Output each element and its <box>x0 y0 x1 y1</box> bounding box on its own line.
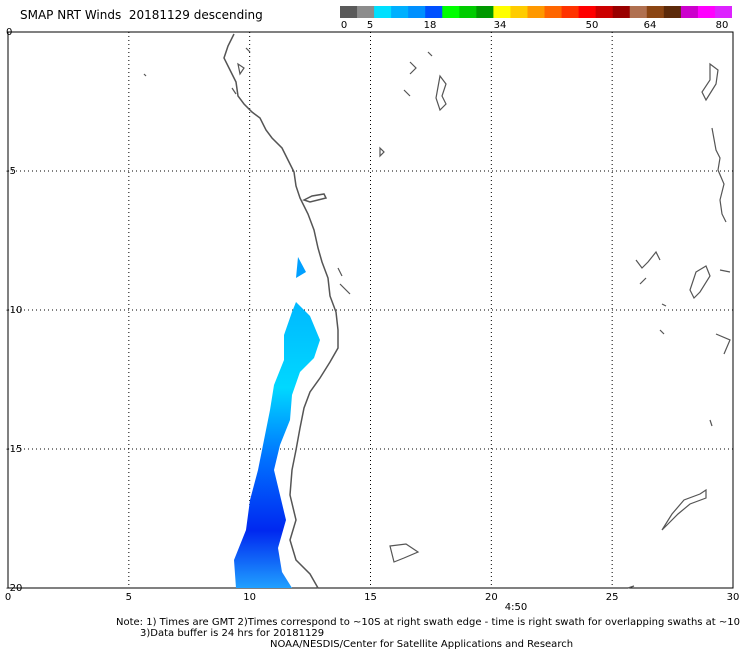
time-label: 4:50 <box>505 602 527 613</box>
note-line-2: 3)Data buffer is 24 hrs for 20181129 <box>140 628 325 639</box>
colorbar-segment <box>340 6 358 18</box>
colorbar-segment <box>646 6 665 18</box>
map-title: SMAP NRT Winds 20181129 descending <box>20 8 263 22</box>
x-tick-label: 20 <box>485 592 498 603</box>
colorbar-segment <box>629 6 648 18</box>
colorbar-segment <box>391 6 409 18</box>
colorbar-segment <box>459 6 477 18</box>
colorbar-segment <box>561 6 580 18</box>
y-tick-label: -15 <box>6 444 22 455</box>
colorbar-segment <box>510 6 528 18</box>
x-tick-label: 5 <box>126 592 132 603</box>
colorbar-label: 18 <box>423 20 437 31</box>
colorbar-segment <box>357 6 375 18</box>
colorbar-label: 80 <box>715 20 729 31</box>
colorbar-segment <box>374 6 392 18</box>
x-tick-label: 25 <box>606 592 619 603</box>
grid-lines <box>8 32 733 588</box>
colorbar-segment <box>663 6 682 18</box>
colorbar-segment <box>527 6 546 18</box>
colorbar-segment <box>612 6 631 18</box>
colorbar-segment <box>697 6 716 18</box>
note-line-1: Note: 1) Times are GMT 2)Times correspon… <box>116 617 740 628</box>
x-tick-label: 0 <box>5 592 11 603</box>
y-tick-label: -20 <box>6 583 22 594</box>
note-line-3: NOAA/NESDIS/Center for Satellite Applica… <box>270 639 574 650</box>
colorbar-segment <box>595 6 614 18</box>
colorbar-segment <box>442 6 460 18</box>
colorbar-segment <box>493 6 511 18</box>
coastline-africa <box>223 33 339 589</box>
x-tick-label: 15 <box>364 592 377 603</box>
y-tick-label: -10 <box>6 305 22 316</box>
y-tick-label: -5 <box>6 166 16 177</box>
colorbar-segment <box>680 6 699 18</box>
x-tick-label: 30 <box>727 592 740 603</box>
islands <box>143 47 731 589</box>
colorbar-segment <box>408 6 426 18</box>
x-tick-label: 10 <box>243 592 256 603</box>
wind-speed-colorbar <box>340 6 732 18</box>
colorbar-label: 5 <box>366 20 374 31</box>
axis-tick-labels: 0 5 10 15 20 25 30 0 -5 -10 -15 -20 <box>5 27 740 603</box>
colorbar-label: 50 <box>585 20 599 31</box>
colorbar-segment <box>425 6 443 18</box>
y-tick-label: 0 <box>6 27 12 38</box>
colorbar-segment <box>544 6 563 18</box>
colorbar-label: 34 <box>493 20 507 31</box>
colorbar-label: 0 <box>340 20 348 31</box>
wind-patch <box>296 257 306 278</box>
colorbar-labels: 0 5 18 34 50 64 80 <box>0 20 740 34</box>
colorbar-label: 64 <box>643 20 657 31</box>
colorbar-segment <box>714 6 732 18</box>
colorbar-segment <box>476 6 494 18</box>
coastline-inlet <box>302 193 328 203</box>
wind-swath <box>234 302 320 588</box>
colorbar-segment <box>578 6 597 18</box>
